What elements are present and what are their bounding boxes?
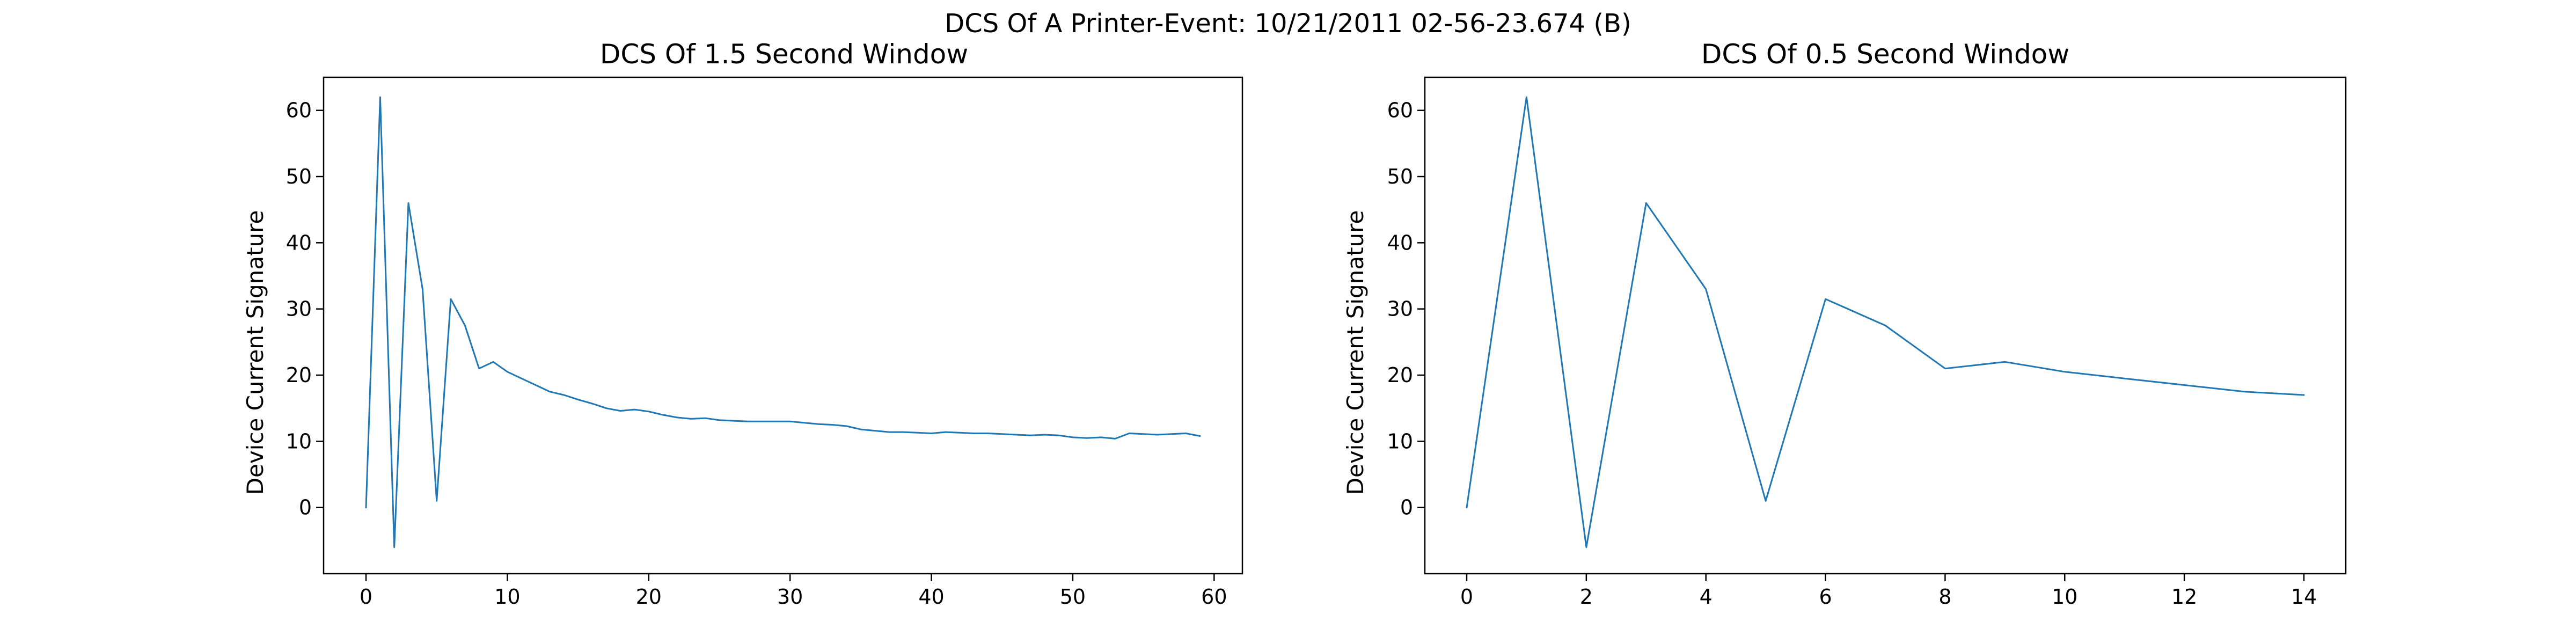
y-tick-label: 10 [1387,429,1413,453]
x-ticks-left: 0 10 20 30 40 50 60 [360,574,1227,609]
plot-frame-left [323,76,1243,575]
x-tick-label: 12 [2171,585,2197,609]
y-tick-label: 50 [1387,165,1413,188]
y-ticks-right: 0 10 20 30 40 50 60 [1387,99,1425,519]
chart-title-right: DCS Of 0.5 Second Window [1701,39,2069,70]
chart-title-left: DCS Of 1.5 Second Window [600,39,968,70]
x-tick-label: 20 [636,585,662,609]
x-tick-label: 40 [918,585,944,609]
y-tick-label: 30 [1387,297,1413,321]
x-tick-label: 30 [777,585,803,609]
y-tick-label: 20 [286,363,312,387]
y-tick-label: 40 [286,231,312,254]
x-tick-label: 10 [494,585,520,609]
x-tick-label: 0 [360,585,372,609]
y-axis-label-right: Device Current Signature [1342,210,1368,495]
figure-suptitle: DCS Of A Printer-Event: 10/21/2011 02-56… [945,9,1631,39]
y-tick-label: 60 [1387,99,1413,122]
x-tick-label: 6 [1819,585,1832,609]
plot-frame-right [1424,76,2347,575]
chart-panel-1-5-second: DCS Of 1.5 Second Window Device Current … [242,39,1243,609]
x-tick-label: 8 [1938,585,1951,609]
y-tick-label: 10 [286,429,312,453]
y-tick-label: 50 [286,165,312,188]
x-tick-label: 50 [1060,585,1086,609]
y-tick-label: 30 [286,297,312,321]
y-tick-label: 40 [1387,231,1413,254]
x-tick-label: 0 [1460,585,1473,609]
x-tick-label: 2 [1580,585,1593,609]
y-tick-label: 20 [1387,363,1413,387]
y-axis-label-left: Device Current Signature [242,210,268,495]
dcs-line-left [365,96,1201,548]
x-tick-label: 60 [1201,585,1227,609]
x-tick-label: 4 [1700,585,1713,609]
y-ticks-left: 0 10 20 30 40 50 60 [286,99,324,519]
y-tick-label: 60 [286,99,312,122]
x-ticks-right: 0 2 4 6 8 10 12 14 [1460,574,2317,609]
chart-panel-0-5-second: DCS Of 0.5 Second Window Device Current … [1342,39,2347,609]
y-tick-label: 0 [1400,496,1413,519]
x-tick-label: 14 [2291,585,2317,609]
y-tick-label: 0 [299,496,312,519]
x-tick-label: 10 [2052,585,2077,609]
dcs-line-right [1466,96,2305,548]
